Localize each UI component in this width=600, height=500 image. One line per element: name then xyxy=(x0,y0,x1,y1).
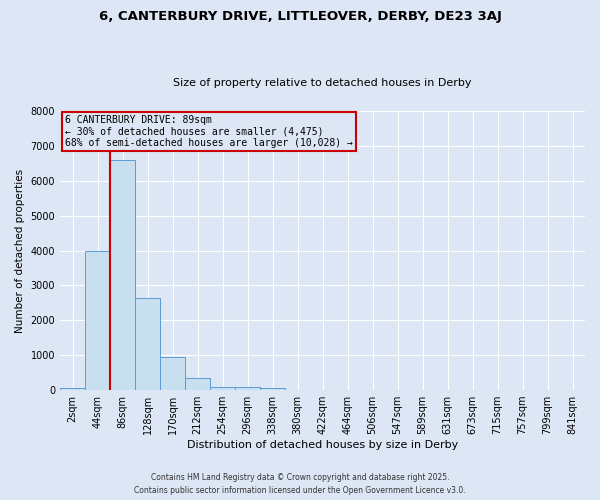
Y-axis label: Number of detached properties: Number of detached properties xyxy=(15,168,25,332)
Bar xyxy=(260,388,285,390)
Bar xyxy=(110,160,135,390)
Bar xyxy=(135,298,160,390)
Bar xyxy=(60,388,85,390)
Text: 6, CANTERBURY DRIVE, LITTLEOVER, DERBY, DE23 3AJ: 6, CANTERBURY DRIVE, LITTLEOVER, DERBY, … xyxy=(98,10,502,23)
Bar xyxy=(160,357,185,390)
Text: Contains HM Land Registry data © Crown copyright and database right 2025.
Contai: Contains HM Land Registry data © Crown c… xyxy=(134,474,466,495)
Title: Size of property relative to detached houses in Derby: Size of property relative to detached ho… xyxy=(173,78,472,88)
Text: 6 CANTERBURY DRIVE: 89sqm
← 30% of detached houses are smaller (4,475)
68% of se: 6 CANTERBURY DRIVE: 89sqm ← 30% of detac… xyxy=(65,115,353,148)
Bar xyxy=(210,386,235,390)
Bar xyxy=(85,250,110,390)
X-axis label: Distribution of detached houses by size in Derby: Distribution of detached houses by size … xyxy=(187,440,458,450)
Bar xyxy=(185,378,210,390)
Bar xyxy=(235,388,260,390)
